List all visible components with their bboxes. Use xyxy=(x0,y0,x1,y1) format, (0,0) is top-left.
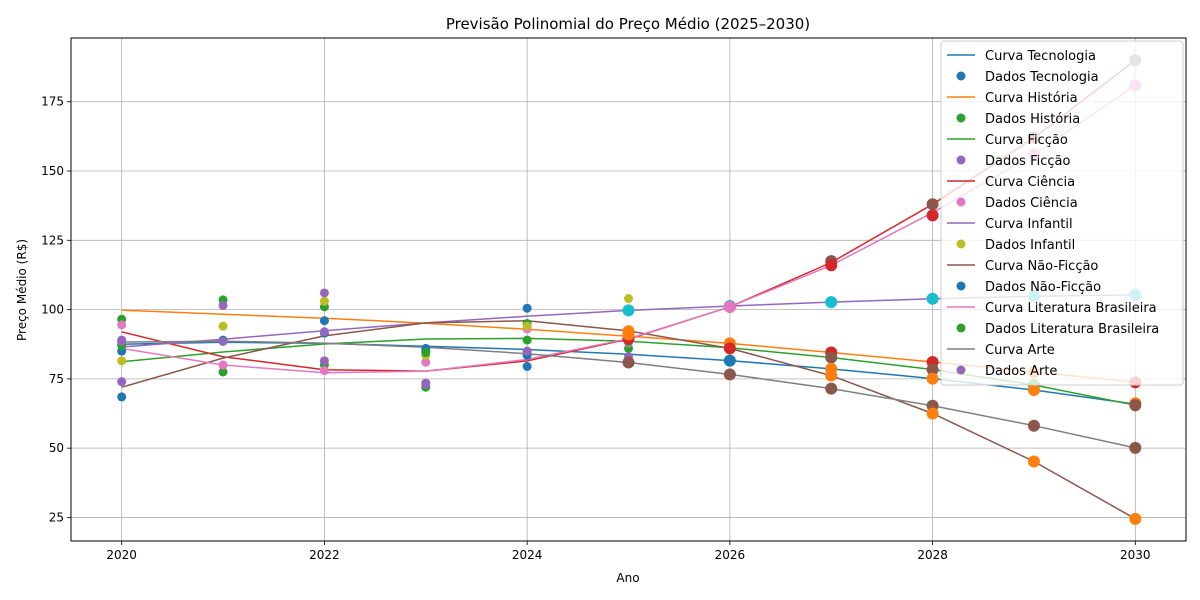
forecast-marker xyxy=(926,372,939,385)
forecast-marker xyxy=(723,300,736,313)
data-point xyxy=(522,361,532,371)
forecast-marker xyxy=(926,198,939,211)
forecast-marker xyxy=(825,351,838,364)
legend-marker-swatch xyxy=(956,365,966,375)
x-tick-label: 2022 xyxy=(309,548,340,562)
forecast-marker xyxy=(1129,441,1142,454)
x-tick-label: 2020 xyxy=(106,548,137,562)
legend-label: Curva Não-Ficção xyxy=(985,259,1098,274)
data-point xyxy=(319,366,329,376)
forecast-marker xyxy=(926,363,939,376)
chart-title: Previsão Polinomial do Preço Médio (2025… xyxy=(446,15,810,33)
forecast-marker xyxy=(926,292,939,305)
legend-label: Dados Ciência xyxy=(985,196,1078,211)
data-point xyxy=(522,335,532,345)
legend-marker-swatch xyxy=(956,71,966,81)
forecast-marker xyxy=(723,368,736,381)
data-point xyxy=(218,367,228,377)
x-tick-label: 2028 xyxy=(917,548,948,562)
y-tick-label: 75 xyxy=(49,372,64,386)
data-point xyxy=(319,296,329,306)
data-point xyxy=(117,356,127,366)
forecast-marker xyxy=(926,209,939,222)
y-tick-label: 150 xyxy=(41,164,64,178)
legend-label: Dados Tecnologia xyxy=(985,70,1099,85)
forecast-marker xyxy=(825,259,838,272)
data-point xyxy=(117,377,127,387)
legend-marker-swatch xyxy=(956,155,966,165)
data-point xyxy=(117,320,127,330)
data-point xyxy=(319,288,329,298)
y-tick-label: 50 xyxy=(49,441,64,455)
legend-label: Curva Tecnologia xyxy=(985,49,1096,64)
data-point xyxy=(522,346,532,356)
data-point xyxy=(218,321,228,331)
x-ticks: 2020 2022 2024 2026 2028 2030 xyxy=(106,541,1151,562)
forecast-marker xyxy=(1027,383,1040,396)
legend-box xyxy=(940,40,1184,386)
legend-marker-swatch xyxy=(956,323,966,333)
data-point xyxy=(319,327,329,337)
y-axis-label: Preço Médio (R$) xyxy=(15,239,29,341)
legend-label: Curva História xyxy=(985,91,1078,106)
x-tick-label: 2024 xyxy=(512,548,543,562)
legend-label: Dados História xyxy=(985,112,1080,127)
legend-label: Curva Ciência xyxy=(985,175,1075,190)
forecast-marker xyxy=(723,342,736,355)
x-tick-label: 2026 xyxy=(715,548,746,562)
forecast-marker xyxy=(622,328,635,341)
data-point xyxy=(522,321,532,331)
forecast-markers xyxy=(622,54,1142,525)
data-point xyxy=(218,336,228,346)
forecast-marker xyxy=(825,296,838,309)
data-point xyxy=(421,379,431,389)
data-point xyxy=(624,294,633,304)
y-tick-label: 100 xyxy=(41,303,64,317)
forecast-marker xyxy=(1129,512,1142,525)
legend-label: Dados Ficção xyxy=(985,154,1070,169)
data-point xyxy=(421,348,431,358)
y-tick-label: 175 xyxy=(41,95,64,109)
legend-label: Curva Arte xyxy=(985,343,1055,358)
data-point xyxy=(218,300,228,310)
forecast-marker xyxy=(825,382,838,395)
legend-marker-swatch xyxy=(956,281,966,291)
data-points xyxy=(117,288,633,402)
legend-label: Dados Não-Ficção xyxy=(985,280,1101,295)
x-tick-label: 2030 xyxy=(1120,548,1151,562)
legend-label: Curva Ficção xyxy=(985,133,1068,148)
data-point xyxy=(319,356,329,366)
legend-label: Dados Infantil xyxy=(985,238,1075,253)
plot-area-frame xyxy=(70,37,1187,542)
legend-marker-swatch xyxy=(956,113,966,123)
forecast-marker xyxy=(926,407,939,420)
forecast-marker xyxy=(622,356,635,369)
y-tick-label: 125 xyxy=(41,233,64,247)
data-point xyxy=(421,357,431,367)
forecast-marker xyxy=(1027,455,1040,468)
x-axis-label: Ano xyxy=(616,571,639,585)
forecast-marker xyxy=(825,369,838,382)
forecast-marker xyxy=(1027,419,1040,432)
data-point xyxy=(218,360,228,370)
data-point xyxy=(522,303,532,313)
legend-label: Dados Literatura Brasileira xyxy=(985,322,1159,337)
forecast-marker xyxy=(622,304,635,317)
data-point xyxy=(117,336,127,346)
legend-marker-swatch xyxy=(956,197,966,207)
y-ticks: 25 50 75 100 125 150 175 xyxy=(41,95,71,524)
legend-marker-swatch xyxy=(956,239,966,249)
forecast-marker xyxy=(723,354,736,367)
data-point xyxy=(117,392,127,402)
data-point xyxy=(319,316,329,326)
legend-label: Curva Literatura Brasileira xyxy=(985,301,1157,316)
legend: Curva Tecnologia Dados Tecnologia Curva Hi… xyxy=(940,40,1184,386)
forecast-marker xyxy=(1129,399,1142,412)
legend-label: Dados Arte xyxy=(985,364,1057,379)
legend-label: Curva Infantil xyxy=(985,217,1073,232)
y-tick-label: 25 xyxy=(49,510,64,524)
